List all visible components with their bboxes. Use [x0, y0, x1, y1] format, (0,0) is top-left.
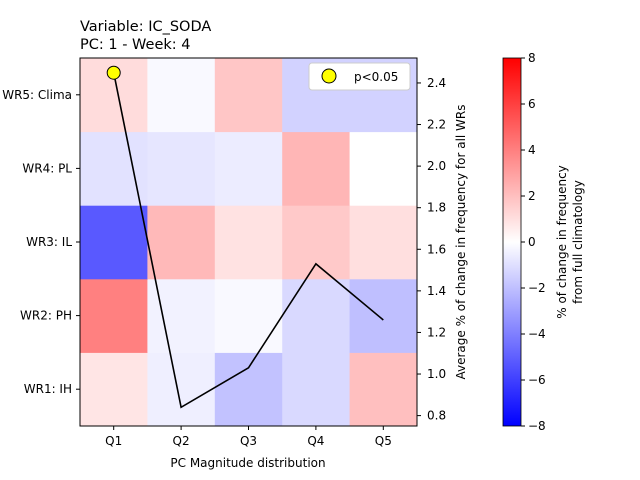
y-tick-label: WR5: Clima	[2, 88, 72, 102]
y-tick-label: WR1: IH	[24, 382, 72, 396]
heatmap-cell	[80, 278, 148, 353]
colorbar-tick-label: −8	[528, 419, 546, 433]
y-tick-label: WR3: IL	[26, 235, 72, 249]
colorbar-tick-label: −6	[528, 373, 546, 387]
y-right-tick-label: 1.6	[427, 242, 446, 256]
colorbar-ticks: 8 6 4 2 0 −2 −4 −6 −8	[521, 51, 546, 433]
significance-markers	[106, 65, 121, 80]
y-right-tick-label: 2.0	[427, 159, 446, 173]
chart-title-line2: PC: 1 - Week: 4	[80, 37, 191, 53]
heatmap-cell	[214, 205, 283, 280]
average-change-line	[112, 72, 384, 409]
heatmap-cell	[214, 278, 283, 353]
heatmap-cell	[349, 131, 418, 206]
x-axis: Q1 Q2 Q3 Q4 Q5	[105, 426, 392, 448]
y-axis-right-label: Average % of change in frequency for all…	[454, 104, 468, 379]
colorbar-tick-label: −2	[528, 281, 546, 295]
x-axis-label: PC Magnitude distribution	[170, 456, 325, 470]
colorbar-tick-label: 0	[528, 235, 536, 249]
heatmap-cell	[282, 278, 351, 353]
x-tick-label: Q2	[173, 434, 190, 448]
colorbar-tick-label: 8	[528, 51, 536, 65]
significance-marker	[106, 65, 121, 80]
heatmap-cell	[147, 58, 216, 133]
heatmap-cell	[349, 278, 418, 353]
heatmap-cell	[147, 205, 216, 280]
y-right-tick-label: 2.2	[427, 118, 446, 132]
y-right-tick-label: 1.2	[427, 325, 446, 339]
heatmap-cell	[282, 131, 351, 206]
colorbar	[502, 57, 522, 427]
colorbar-tick-label: 4	[528, 143, 536, 157]
heatmap-cell	[282, 205, 351, 280]
y-tick-label: WR2: PH	[20, 309, 72, 323]
heatmap-cell	[349, 352, 418, 427]
heatmap-cell	[80, 205, 148, 280]
y-right-tick-label: 0.8	[427, 409, 446, 423]
legend-label: p<0.05	[354, 70, 398, 84]
heatmap-cell	[147, 278, 216, 353]
colorbar-label-line2: from full climatology	[571, 180, 585, 304]
heatmap-cell	[147, 352, 216, 427]
colorbar-tick-label: 2	[528, 189, 536, 203]
legend: p<0.05	[308, 62, 411, 91]
legend-box	[308, 62, 411, 91]
heatmap	[80, 58, 418, 427]
heatmap-cell	[214, 131, 283, 206]
x-tick-label: Q1	[105, 434, 122, 448]
y-right-tick-label: 1.0	[427, 367, 446, 381]
y-tick-label: WR4: PL	[22, 161, 72, 175]
y-right-tick-label: 1.4	[427, 284, 446, 298]
heatmap-cell	[80, 131, 148, 206]
heatmap-cell	[80, 352, 148, 427]
heatmap-cell	[214, 58, 283, 133]
x-tick-label: Q3	[240, 434, 257, 448]
heatmap-cell	[214, 352, 283, 427]
colorbar-label-line1: % of change in frequency	[555, 165, 569, 319]
legend-marker	[321, 68, 337, 84]
y-right-tick-label: 1.8	[427, 201, 446, 215]
colorbar-tick-label: −4	[528, 327, 546, 341]
x-tick-label: Q5	[375, 434, 392, 448]
heatmap-cell	[349, 205, 418, 280]
colorbar-tick-label: 6	[528, 97, 536, 111]
y-axis-left: WR1: IH WR2: PH WR3: IL WR4: PL WR5: Clima	[2, 88, 80, 396]
heatmap-cell	[282, 352, 351, 427]
chart-title-line1: Variable: IC_SODA	[80, 19, 211, 35]
y-right-tick-label: 2.4	[427, 76, 446, 90]
y-axis-right: 0.8 1.0 1.2 1.4 1.6 1.8 2.0 2.2 2.4	[417, 76, 446, 423]
heatmap-cell	[147, 131, 216, 206]
x-tick-label: Q4	[307, 434, 324, 448]
